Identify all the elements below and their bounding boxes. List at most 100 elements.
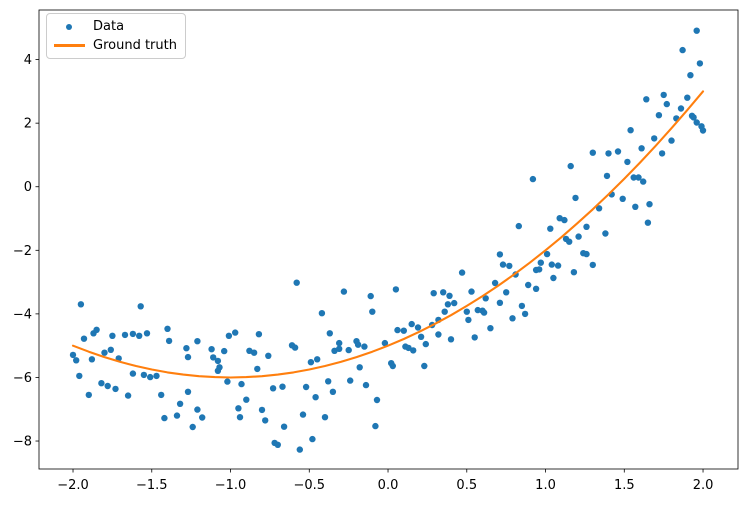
data-point xyxy=(643,96,650,103)
data-point xyxy=(199,414,206,421)
data-point xyxy=(104,382,111,390)
legend-label-ground-truth: Ground truth xyxy=(93,38,177,53)
data-point xyxy=(369,308,376,315)
data-point xyxy=(389,362,396,370)
data-point xyxy=(602,230,609,237)
data-point xyxy=(394,326,401,334)
data-point xyxy=(414,324,422,331)
data-point xyxy=(570,269,578,276)
data-point xyxy=(668,137,675,144)
data-point xyxy=(296,446,303,453)
x-tick-label: 0.5 xyxy=(456,478,477,493)
x-tick-label: −1.0 xyxy=(215,478,247,493)
data-point xyxy=(463,308,470,315)
data-point xyxy=(236,414,244,421)
data-point xyxy=(153,372,160,380)
data-point xyxy=(532,285,540,292)
data-point xyxy=(474,306,481,314)
data-point xyxy=(583,250,590,258)
data-point xyxy=(696,60,704,67)
ground-truth-line-icon xyxy=(53,44,85,47)
data-point xyxy=(69,351,77,359)
data-point xyxy=(458,269,466,276)
data-point xyxy=(518,302,526,310)
data-marker-icon xyxy=(66,23,72,30)
data-point xyxy=(312,394,319,401)
data-point xyxy=(491,279,499,287)
data-point xyxy=(80,335,88,342)
data-point xyxy=(687,72,694,79)
data-point xyxy=(109,332,116,339)
data-point xyxy=(183,345,190,352)
data-point xyxy=(235,405,242,412)
data-point xyxy=(214,357,222,365)
data-point xyxy=(302,383,310,391)
data-point xyxy=(224,378,231,385)
data-point xyxy=(392,286,400,293)
legend: Data Ground truth xyxy=(46,13,186,59)
data-point xyxy=(440,289,447,296)
data-point xyxy=(137,303,144,310)
data-point xyxy=(112,385,119,393)
data-point xyxy=(98,380,105,387)
data-point xyxy=(548,261,555,268)
data-point xyxy=(161,414,168,422)
data-point xyxy=(646,201,653,208)
data-point xyxy=(232,329,239,336)
data-point xyxy=(536,266,543,273)
data-point xyxy=(496,299,504,306)
data-point xyxy=(76,372,83,380)
legend-sample xyxy=(47,44,91,47)
data-point xyxy=(129,370,137,377)
data-point xyxy=(194,406,201,413)
data-point xyxy=(525,281,532,289)
data-point xyxy=(550,274,557,282)
data-point xyxy=(640,178,647,185)
data-point xyxy=(444,301,452,308)
data-point xyxy=(422,340,429,348)
data-point xyxy=(262,417,269,424)
legend-label-data: Data xyxy=(93,19,125,34)
data-point xyxy=(543,250,551,258)
data-point xyxy=(435,331,442,338)
data-point xyxy=(547,225,554,232)
data-point xyxy=(158,391,165,399)
data-point xyxy=(321,414,329,421)
data-point xyxy=(280,423,288,430)
data-point xyxy=(660,91,667,99)
data-point xyxy=(356,364,363,371)
data-point xyxy=(603,172,611,180)
data-point xyxy=(572,194,579,202)
data-point xyxy=(421,362,428,370)
data-point xyxy=(85,391,93,399)
data-point xyxy=(561,216,568,224)
data-point xyxy=(258,406,266,414)
data-point xyxy=(121,331,129,339)
data-point xyxy=(627,127,634,134)
data-point xyxy=(165,337,173,345)
data-point xyxy=(250,349,258,356)
data-point xyxy=(373,396,381,404)
data-point xyxy=(347,377,354,384)
data-point xyxy=(208,346,215,353)
data-point xyxy=(210,354,217,361)
data-point xyxy=(468,288,475,295)
data-point xyxy=(595,205,603,212)
data-point xyxy=(417,333,425,340)
data-point xyxy=(318,310,326,317)
data-point xyxy=(471,334,478,341)
data-point xyxy=(265,352,272,359)
data-point xyxy=(482,295,489,302)
data-point xyxy=(184,353,192,361)
data-point xyxy=(269,385,277,392)
data-point xyxy=(644,219,652,226)
data-point xyxy=(405,344,412,352)
data-point xyxy=(630,174,637,181)
data-point xyxy=(575,233,582,240)
data-point xyxy=(487,325,494,332)
data-point xyxy=(451,299,458,307)
data-point xyxy=(651,135,658,142)
data-point xyxy=(340,288,348,295)
